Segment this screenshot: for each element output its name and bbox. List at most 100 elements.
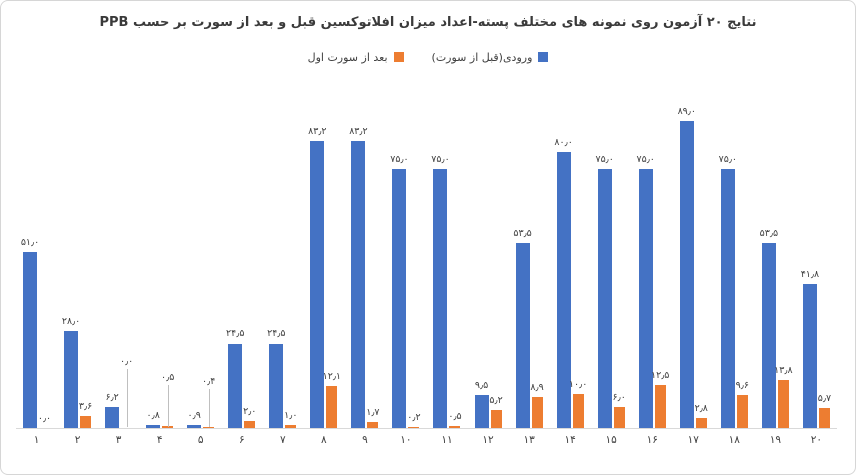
bar-group: ۷۵٫۰ ۰٫۲	[385, 76, 426, 428]
bar-group: ۸۰٫۰ ۱۰٫۰	[550, 76, 591, 428]
data-label-before-sort: ۵۳٫۵	[513, 228, 532, 240]
data-label-after-sort: ۸٫۹	[530, 382, 544, 394]
bar-before-sort	[720, 169, 735, 428]
x-axis-label: ۳	[115, 434, 122, 446]
bar-group: ۶٫۲ ۰٫۰	[98, 76, 139, 428]
data-label-before-sort: ۲۴٫۵	[267, 328, 286, 340]
x-axis-label: ۱۲	[482, 434, 494, 446]
data-label-before-sort: ۷۵٫۰	[636, 154, 655, 166]
x-axis-label: ۱۴	[564, 434, 576, 446]
bar-pair	[426, 169, 467, 428]
bar-group: ۰٫۸ ۰٫۵	[139, 76, 180, 428]
legend-item-after-sort: بعد از سورت اول	[308, 51, 404, 64]
bar-after-sort	[80, 415, 92, 428]
bar-before-sort	[228, 343, 243, 428]
bar-before-sort	[64, 331, 79, 428]
x-axis-label: ۱۱	[441, 434, 453, 446]
bar-pair	[673, 120, 714, 428]
bar-after-sort	[244, 421, 256, 428]
bar-group: ۷۵٫۰ ۰٫۵	[426, 76, 467, 428]
leader-line	[167, 385, 169, 427]
data-label-after-sort: ۲٫۰	[243, 406, 257, 418]
x-axis-label: ۲	[74, 434, 81, 446]
bar-group: ۵۱٫۰ ۰٫۰	[16, 76, 57, 428]
bar-after-sort	[654, 384, 666, 428]
bar-before-sort	[761, 243, 776, 428]
data-label-after-sort: ۶٫۰	[612, 392, 626, 404]
data-label-after-sort: ۰٫۲	[407, 412, 421, 424]
bar-group: ۵۳٫۵ ۱۳٫۸	[755, 76, 796, 428]
data-label-after-sort: ۳٫۶	[78, 400, 93, 412]
x-axis-label: ۷	[279, 434, 286, 446]
bar-after-sort	[736, 394, 748, 428]
data-label-before-sort: ۷۵٫۰	[595, 154, 614, 166]
bar-after-sort	[408, 427, 420, 428]
data-label-before-sort: ۲۸٫۰	[61, 316, 81, 328]
bar-before-sort	[802, 283, 817, 428]
bar-before-sort	[310, 141, 325, 428]
chart-title: نتایج ۲۰ آزمون روی نمونه های مختلف پسته-…	[99, 15, 757, 30]
leader-line	[126, 369, 128, 427]
data-label-after-sort: ۰٫۵	[161, 372, 175, 383]
bar-group: ۸۳٫۲ ۱٫۷	[344, 76, 385, 428]
bar-after-sort	[572, 393, 584, 428]
bar-pair	[509, 243, 550, 428]
data-label-before-sort: ۸۳٫۲	[308, 125, 327, 137]
bar-group: ۸۹٫۰ ۲٫۸	[673, 76, 714, 428]
bar-pair	[139, 425, 180, 428]
data-label-after-sort: ۹٫۶	[735, 379, 749, 391]
x-axis-label: ۱۷	[687, 434, 699, 446]
chart-legend: ورودی(قبل از سورت) بعد از سورت اول	[1, 50, 855, 64]
data-label-before-sort: ۸۳٫۲	[349, 125, 368, 137]
x-axis-label: ۱۹	[769, 434, 781, 446]
bar-before-sort	[515, 243, 530, 428]
data-label-before-sort: ۹٫۵	[474, 380, 489, 392]
x-axis-label: ۱۶	[646, 434, 658, 446]
bar-before-sort	[474, 395, 489, 428]
bar-before-sort	[105, 406, 120, 428]
data-label-after-sort: ۱۳٫۸	[774, 365, 793, 377]
data-label-before-sort: ۸۹٫۰	[677, 105, 696, 117]
x-axis-label: ۶	[238, 434, 245, 446]
bar-before-sort	[187, 424, 202, 428]
bar-group: ۷۵٫۰ ۱۲٫۵	[632, 76, 673, 428]
data-label-before-sort: ۰٫۹	[187, 409, 201, 421]
bar-pair	[468, 395, 509, 428]
bar-group: ۸۳٫۲ ۱۲٫۱	[303, 76, 344, 428]
x-axis-label: ۹	[362, 434, 368, 446]
bar-group: ۰٫۹ ۰٫۴	[180, 76, 221, 428]
data-label-after-sort: ۱۲٫۵	[651, 369, 670, 381]
bar-pair	[98, 406, 139, 428]
data-label-after-sort: ۱۰٫۰	[568, 378, 588, 390]
legend-item-before-sort: ورودی(قبل از سورت)	[432, 51, 549, 64]
bar-group: ۷۵٫۰ ۹٫۶	[714, 76, 755, 428]
bar-before-sort	[392, 169, 407, 428]
data-label-after-sort: ۵٫۷	[817, 393, 832, 405]
x-axis-label: ۴	[156, 434, 163, 446]
bar-group: ۵۳٫۵ ۸٫۹	[509, 76, 550, 428]
data-label-before-sort: ۴۱٫۸	[800, 268, 820, 280]
legend-marker-after-sort-icon	[393, 52, 404, 62]
bar-after-sort	[162, 426, 174, 428]
bar-before-sort	[679, 120, 694, 428]
x-axis-label: ۲۰	[810, 434, 823, 446]
x-axis-label: ۱۰	[400, 434, 412, 446]
x-axis-label: ۸	[321, 434, 327, 446]
bar-before-sort	[146, 425, 161, 428]
bar-after-sort	[326, 386, 338, 428]
bar-before-sort	[269, 343, 284, 428]
bar-after-sort	[285, 424, 297, 428]
bar-pair	[591, 169, 632, 428]
bar-before-sort	[351, 141, 366, 428]
data-label-before-sort: ۲۴٫۵	[226, 328, 245, 340]
bar-group: ۹٫۵ ۵٫۲	[468, 76, 509, 428]
bar-before-sort	[638, 169, 653, 428]
data-label-before-sort: ۵۳٫۵	[759, 228, 779, 240]
bar-pair	[632, 169, 673, 428]
legend-label-before-sort: ورودی(قبل از سورت)	[431, 50, 533, 64]
data-label-after-sort: ۱٫۰	[284, 409, 298, 421]
plot-area: ۵۱٫۰ ۰٫۰ ۲۸٫۰ ۳٫۶ ۶٫۲ ۰٫۰ ۰٫۸ ۰٫۵ ۰٫۹ ۰٫۴ ۲۴٫۵ ۲٫۰ ۲…	[16, 76, 837, 429]
bar-pair	[344, 141, 385, 428]
x-axis-label: ۱۸	[728, 434, 740, 446]
bar-pair	[16, 252, 57, 428]
